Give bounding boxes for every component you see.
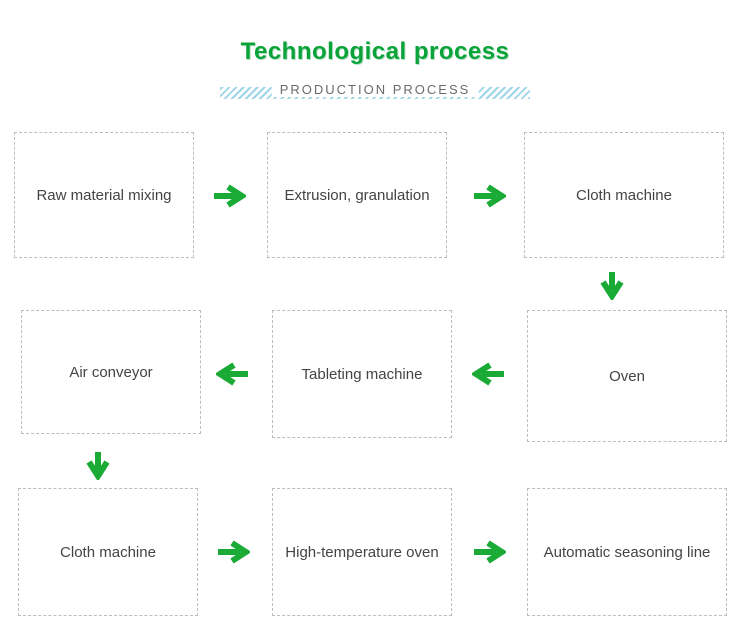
flow-node: Extrusion, granulation: [267, 132, 447, 258]
flow-canvas: Raw material mixing Extrusion, granulatio…: [0, 0, 750, 641]
flow-node: Cloth machine: [18, 488, 198, 616]
flow-arrow-left: [216, 358, 252, 390]
flow-arrow-right: [210, 180, 246, 212]
flow-arrow-left: [472, 358, 508, 390]
flow-arrow-right: [470, 536, 506, 568]
flow-arrow-down: [594, 268, 630, 300]
flow-node: Cloth machine: [524, 132, 724, 258]
flow-node: Air conveyor: [21, 310, 201, 434]
flow-arrow-right: [470, 180, 506, 212]
flow-node: Automatic seasoning line: [527, 488, 727, 616]
flow-node: Tableting machine: [272, 310, 452, 438]
flow-arrow-down: [80, 448, 116, 480]
flow-arrow-right: [214, 536, 250, 568]
flow-node: High-temperature oven: [272, 488, 452, 616]
flow-node: Raw material mixing: [14, 132, 194, 258]
flow-node: Oven: [527, 310, 727, 442]
